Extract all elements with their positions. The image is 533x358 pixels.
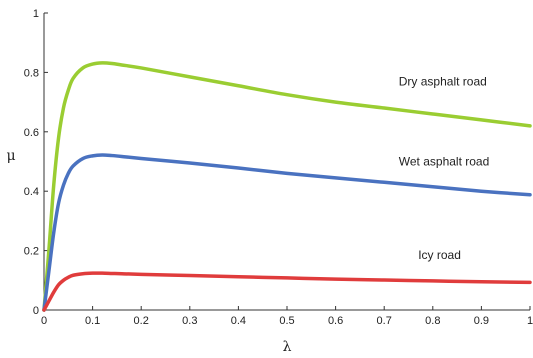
x-tick-label: 0.6 [328,315,343,327]
x-tick-label: 0.1 [85,315,100,327]
x-axis-label: λ [283,339,292,355]
y-tick-label: 0.2 [24,246,39,258]
x-tick-label: 0.9 [474,315,489,327]
x-tick-label: 0.4 [231,315,246,327]
series-lines [42,61,532,312]
x-tick-label: 0.8 [425,315,440,327]
x-tick-label: 0 [41,315,47,327]
x-tick-label: 0.5 [279,315,294,327]
y-tick-label: 0 [33,305,39,317]
series-annotation: Dry asphalt road [399,74,487,88]
y-tick-label: 0.8 [24,67,39,79]
icy-road-line [42,271,532,312]
x-axis-ticks: 0 0.1 0.2 0.3 0.4 0.5 0.6 0.7 0.8 0.9 1 [41,306,533,327]
y-tick-label: 1 [33,8,39,20]
x-tick-label: 0.2 [134,315,149,327]
x-tick-label: 0.7 [377,315,392,327]
y-axis-label: μ [6,148,15,164]
series-annotation: Icy road [418,248,461,262]
series-annotation: Wet asphalt road [399,155,490,169]
x-tick-label: 1 [527,315,533,327]
y-tick-label: 0.6 [24,127,39,139]
annotations: Dry asphalt road Wet asphalt road Icy road [399,74,490,262]
y-tick-label: 0.4 [24,186,39,198]
x-tick-label: 0.3 [182,315,197,327]
y-axis-ticks: 0 0.2 0.4 0.6 0.8 1 [24,8,48,317]
wet-asphalt-line [42,153,532,312]
dry-asphalt-line [42,61,532,312]
